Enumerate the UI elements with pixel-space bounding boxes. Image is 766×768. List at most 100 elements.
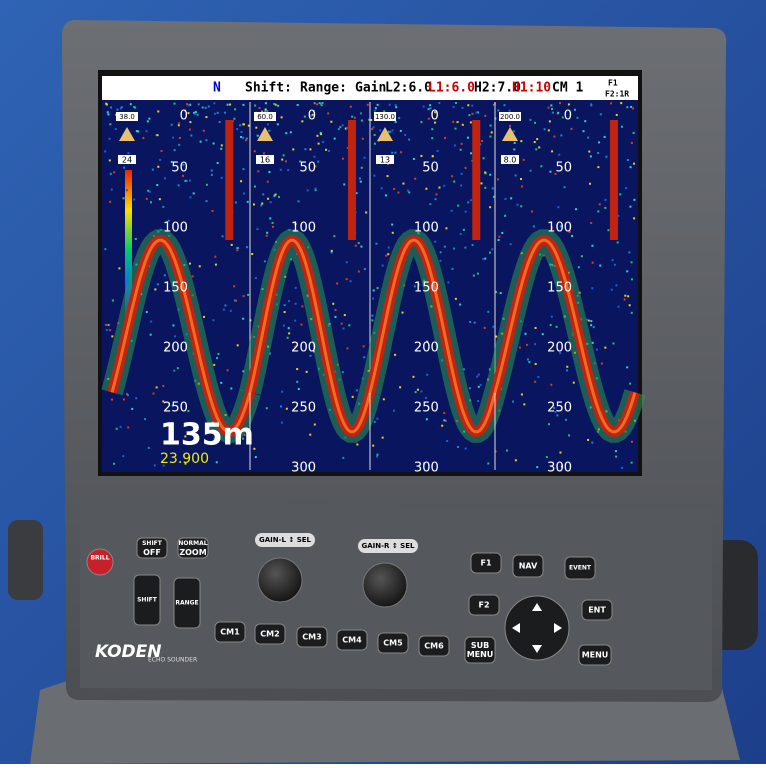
echo-speckle [591, 261, 594, 264]
echo-speckle [567, 103, 570, 106]
echo-speckle [453, 247, 456, 250]
button[interactable] [177, 537, 209, 559]
echo-speckle [382, 398, 385, 401]
echo-speckle [420, 154, 423, 157]
button[interactable] [468, 594, 500, 616]
echo-speckle [356, 443, 359, 446]
echo-speckle [529, 118, 532, 121]
echo-speckle [426, 221, 429, 224]
echo-speckle [559, 102, 562, 105]
button-label: ENT [588, 606, 606, 615]
button[interactable] [86, 548, 114, 576]
echo-speckle [630, 141, 633, 144]
echo-speckle [309, 354, 312, 357]
depth-label: 0 [180, 109, 188, 124]
button[interactable] [464, 636, 496, 664]
echo-speckle [170, 161, 173, 164]
echo-speckle [573, 108, 576, 111]
echo-speckle [129, 103, 132, 106]
echo-speckle [563, 186, 566, 189]
echo-speckle [109, 200, 112, 203]
echo-speckle [420, 390, 423, 393]
speed-label: 24 [122, 156, 132, 165]
button[interactable] [564, 556, 596, 580]
echo-speckle [294, 286, 297, 289]
echo-speckle [388, 103, 391, 106]
echo-speckle [201, 106, 204, 109]
echo-speckle [189, 196, 192, 199]
echo-speckle [220, 144, 223, 147]
speed-box [501, 155, 519, 164]
echo-speckle [142, 137, 145, 140]
echo-speckle [620, 102, 623, 105]
button[interactable] [254, 623, 286, 645]
echo-speckle [294, 223, 297, 226]
knob[interactable] [257, 557, 303, 603]
button[interactable] [173, 577, 201, 629]
echo-speckle [178, 122, 181, 125]
echo-speckle [464, 166, 467, 169]
echo-speckle [438, 102, 441, 105]
button[interactable] [512, 554, 544, 578]
knob-label-box [358, 539, 418, 553]
button[interactable] [418, 635, 450, 657]
echo-speckle [393, 187, 396, 190]
echo-speckle [489, 124, 492, 127]
echo-speckle [599, 113, 602, 116]
echo-speckle [441, 424, 444, 427]
echo-speckle [626, 106, 629, 109]
echo-speckle [188, 262, 191, 265]
echo-speckle [510, 197, 513, 200]
depth-label: 250 [547, 401, 572, 416]
echo-speckle [482, 157, 485, 160]
echo-speckle [321, 102, 324, 105]
echo-speckle [372, 444, 375, 447]
button[interactable] [377, 632, 409, 654]
echo-speckle [514, 459, 517, 462]
echo-speckle [341, 157, 344, 160]
echo-speckle [513, 141, 516, 144]
direction-pad[interactable] [504, 595, 570, 661]
echo-speckle [560, 465, 563, 468]
echo-speckle [282, 324, 285, 327]
echo-speckle [173, 369, 176, 372]
echo-speckle [159, 158, 162, 161]
echo-speckle [173, 335, 176, 338]
echo-speckle [487, 462, 490, 465]
echo-speckle [363, 356, 366, 359]
echo-speckle [504, 214, 507, 217]
knob[interactable] [362, 562, 408, 608]
button[interactable] [214, 621, 246, 643]
button[interactable] [581, 599, 613, 621]
echo-speckle [433, 121, 436, 124]
button[interactable] [336, 629, 368, 651]
echo-speckle [165, 347, 168, 350]
echo-speckle [520, 178, 523, 181]
button[interactable] [296, 626, 328, 648]
echo-spike [610, 120, 618, 240]
button[interactable] [136, 537, 168, 559]
echo-speckle [560, 134, 563, 137]
echo-speckle [553, 135, 556, 138]
brand-name: KODEN [95, 642, 162, 662]
button-label: NORMAL [178, 540, 207, 547]
ship-icon [119, 127, 135, 141]
button[interactable] [578, 644, 612, 666]
echo-speckle [137, 130, 140, 133]
echo-speckle [580, 255, 583, 258]
echo-speckle [591, 244, 594, 247]
echo-speckle [522, 158, 525, 161]
echo-speckle [233, 299, 236, 302]
echo-speckle [296, 104, 299, 107]
echo-speckle [469, 121, 472, 124]
echo-speckle [514, 174, 517, 177]
echo-speckle [372, 289, 375, 292]
button[interactable] [133, 574, 161, 626]
speed-label: 13 [380, 156, 390, 165]
button[interactable] [470, 552, 502, 574]
echo-speckle [455, 102, 458, 105]
echo-speckle [184, 109, 187, 112]
echo-speckle [617, 305, 620, 308]
echo-speckle [239, 124, 242, 127]
echo-speckle [317, 160, 320, 163]
